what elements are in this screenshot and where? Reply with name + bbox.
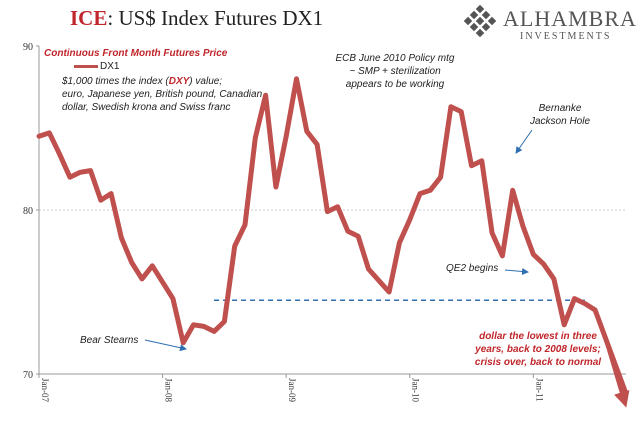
logo-wordmark: ALHAMBRA <box>503 6 637 31</box>
arrow-bear-stearns <box>144 339 187 352</box>
arrow-qe2 <box>504 267 529 275</box>
x-tick-label: Jan-11 <box>534 378 544 402</box>
x-tick-label: Jan-09 <box>287 378 297 402</box>
annotation-ecb: ECB June 2010 Policy mtg ~ SMP + sterili… <box>330 52 460 91</box>
alhambra-logo: ALHAMBRA INVESTMENTS <box>458 4 638 44</box>
x-tick-label: Jan-10 <box>411 378 421 402</box>
series-line-dx1 <box>36 76 629 397</box>
diamond-lattice-icon <box>463 4 497 38</box>
y-tick-label: 70 <box>23 370 33 381</box>
y-tick-label: 90 <box>23 42 33 53</box>
index-description: $1,000 times the index (DXY) value; euro… <box>62 75 282 114</box>
lowest-line3: crisis over, back to normal <box>474 357 602 368</box>
y-tick-label: 80 <box>23 206 33 217</box>
x-tick-label: Jan-07 <box>40 378 50 402</box>
arrow-decline <box>603 337 630 408</box>
ecb-line3: appears to be working <box>345 79 445 90</box>
lowest-line1: dollar the lowest in three <box>479 331 597 342</box>
chart-title: ICE: US$ Index Futures DX1 <box>70 6 323 31</box>
bernanke-line1: Bernanke <box>538 103 582 114</box>
description-line3: dollar, Swedish krona and Swiss franc <box>62 102 231 113</box>
annotation-bernanke: Bernanke Jackson Hole <box>520 102 600 128</box>
lowest-line2: years, back to 2008 levels; <box>475 344 601 355</box>
legend-label: DX1 <box>100 61 120 72</box>
title-rest: : US$ Index Futures DX1 <box>107 6 324 30</box>
description-line2: euro, Japanese yen, British pound, Canad… <box>62 89 263 100</box>
description-part1: $1,000 times the index ( <box>62 76 169 87</box>
annotation-qe2: QE2 begins <box>446 263 499 274</box>
x-tick-label: Jan-08 <box>164 378 174 402</box>
arrow-layer <box>144 129 630 408</box>
title-prefix: ICE <box>70 6 108 30</box>
ecb-line1: ECB June 2010 Policy mtg <box>335 53 455 64</box>
description-part2: ) value; <box>189 76 223 87</box>
annotation-lowest: dollar the lowest in three years, back t… <box>453 330 623 369</box>
series-layer <box>36 76 629 397</box>
arrow-bernanke <box>515 129 533 154</box>
legend: DX1 <box>74 60 119 73</box>
annotation-bear-stearns: Bear Stearns <box>80 335 139 346</box>
ecb-line2: ~ SMP + sterilization <box>349 66 441 77</box>
chart-subtitle: Continuous Front Month Futures Price <box>44 48 228 59</box>
axis-layer: 70 80 90 Jan-07 Jan-08 Jan-09 Jan-10 Jan-11 <box>23 42 626 402</box>
bernanke-line2: Jackson Hole <box>529 116 591 127</box>
description-dxy: DXY <box>168 76 190 87</box>
legend-swatch <box>74 64 98 68</box>
logo-subtitle: INVESTMENTS <box>520 31 612 42</box>
